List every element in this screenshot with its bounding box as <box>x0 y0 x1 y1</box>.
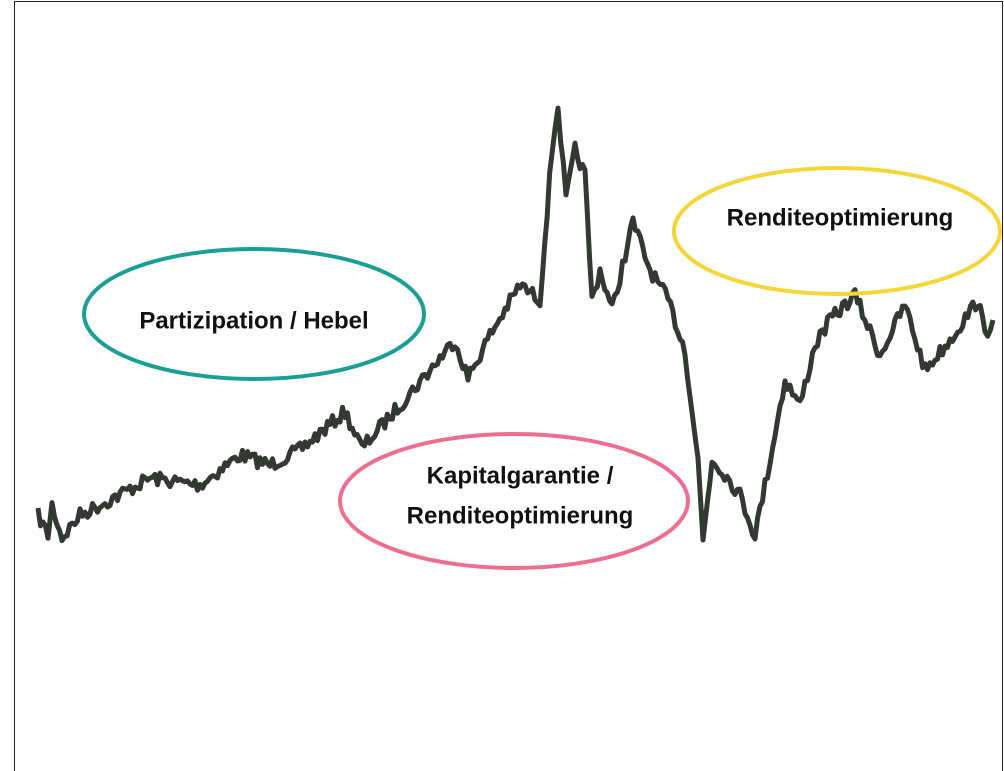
content: Partizipation / Hebel Kapitalgarantie / … <box>35 105 1002 570</box>
annotation-label: Kapitalgarantie / <box>427 462 614 489</box>
annotation-ellipse <box>338 432 690 570</box>
annotation-label: Renditeoptimierung <box>407 502 634 529</box>
annotation-label: Partizipation / Hebel <box>139 307 368 334</box>
price-line <box>35 105 996 544</box>
annotation-label: Renditeoptimierung <box>727 204 954 231</box>
annotation-ellipse <box>82 247 426 381</box>
frame <box>14 1 1003 771</box>
annotation-ellipse <box>672 166 1002 296</box>
